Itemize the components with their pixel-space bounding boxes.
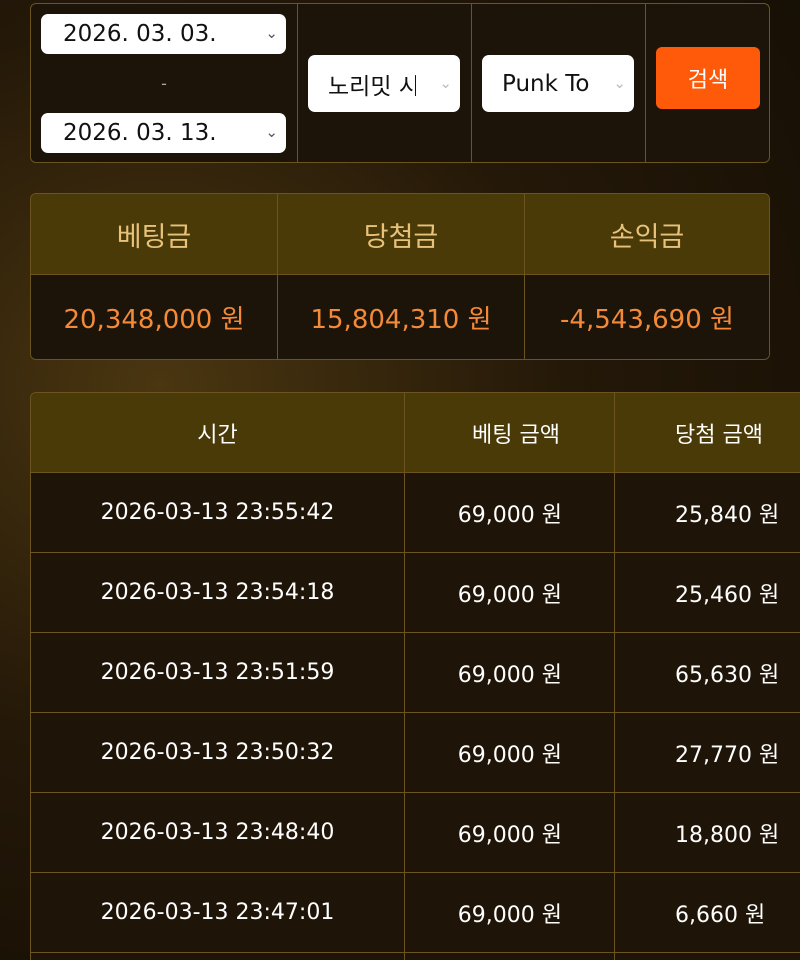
table-body: 2026-03-13 23:55:42 69,000 원 25,840 원 2026-… bbox=[31, 473, 800, 953]
summary-table: 베팅금 당첨금 손익금 20,348,000 원 15,804,310 원 -4… bbox=[30, 193, 770, 360]
cell-win-amount: 18,800 원 bbox=[675, 822, 780, 848]
table-row: 2026-03-13 23:47:01 69,000 원 6,660 원 bbox=[31, 873, 800, 953]
provider-value: 노리밋 시 bbox=[328, 73, 416, 100]
cell-win-amount: 27,770 원 bbox=[675, 742, 780, 768]
summary-header-profit: 손익금 bbox=[525, 194, 769, 275]
table-row: 2026-03-13 23:55:42 69,000 원 25,840 원 bbox=[31, 473, 800, 553]
cell-win-amount bbox=[615, 953, 800, 960]
game-select[interactable]: Punk Toilet ⌄ bbox=[482, 55, 634, 112]
search-button[interactable]: 검색 bbox=[656, 47, 760, 109]
cell-bet-amount: 69,000 원 bbox=[405, 473, 615, 552]
cell-bet-amount: 69,000 원 bbox=[405, 553, 615, 632]
summary-header-win: 당첨금 bbox=[278, 194, 525, 275]
cell-bet-amount: 69,000 원 bbox=[405, 793, 615, 872]
table-row-partial bbox=[31, 953, 800, 960]
cell-time: 2026-03-13 23:51:59 bbox=[31, 633, 405, 712]
chevron-down-icon: ⌄ bbox=[439, 73, 452, 92]
cell-time: 2026-03-13 23:50:32 bbox=[31, 713, 405, 792]
cell-bet-amount: 69,000 원 bbox=[405, 713, 615, 792]
cell-time: 2026-03-13 23:48:40 bbox=[31, 793, 405, 872]
table-row: 2026-03-13 23:54:18 69,000 원 25,460 원 bbox=[31, 553, 800, 633]
chevron-down-icon: ⌄ bbox=[265, 24, 278, 43]
cell-bet-amount: 69,000 원 bbox=[405, 633, 615, 712]
end-date-value: 2026. 03. 13. bbox=[63, 120, 217, 146]
table-row: 2026-03-13 23:51:59 69,000 원 65,630 원 bbox=[31, 633, 800, 713]
cell-win-amount: 25,840 원 bbox=[675, 502, 780, 528]
summary-value-win: 15,804,310 원 bbox=[278, 275, 525, 359]
header-win-amount: 당첨 금액 bbox=[675, 422, 763, 448]
start-date-select[interactable]: 2026. 03. 03. ⌄ bbox=[41, 14, 286, 54]
cell-win-amount: 6,660 원 bbox=[675, 902, 766, 928]
table-header: 시간 베팅 금액 당첨 금액 bbox=[31, 393, 800, 473]
summary-value-profit: -4,543,690 원 bbox=[525, 275, 769, 359]
game-value: Punk Toilet bbox=[502, 70, 590, 97]
table-row: 2026-03-13 23:50:32 69,000 원 27,770 원 bbox=[31, 713, 800, 793]
cell-bet-amount bbox=[405, 953, 615, 960]
chevron-down-icon: ⌄ bbox=[265, 123, 278, 142]
cell-bet-amount: 69,000 원 bbox=[405, 873, 615, 952]
cell-win-amount: 65,630 원 bbox=[675, 662, 780, 688]
date-separator: - bbox=[161, 74, 167, 93]
bet-history-table: 시간 베팅 금액 당첨 금액 2026-03-13 23:55:42 69,000… bbox=[30, 392, 800, 960]
end-date-select[interactable]: 2026. 03. 13. ⌄ bbox=[41, 113, 286, 153]
summary-header-bet: 베팅금 bbox=[31, 194, 278, 275]
cell-win-amount: 25,460 원 bbox=[675, 582, 780, 608]
game-cell: Punk Toilet ⌄ bbox=[472, 4, 646, 162]
header-bet-amount: 베팅 금액 bbox=[405, 393, 615, 472]
cell-time: 2026-03-13 23:54:18 bbox=[31, 553, 405, 632]
search-filter-bar: 2026. 03. 03. ⌄ - 2026. 03. 13. ⌄ 노리밋 시 … bbox=[30, 3, 770, 163]
date-range-cell: 2026. 03. 03. ⌄ - 2026. 03. 13. ⌄ bbox=[31, 4, 298, 162]
provider-select[interactable]: 노리밋 시 ⌄ bbox=[308, 55, 460, 112]
summary-value-bet: 20,348,000 원 bbox=[31, 275, 278, 359]
chevron-down-icon: ⌄ bbox=[613, 73, 626, 92]
table-row: 2026-03-13 23:48:40 69,000 원 18,800 원 bbox=[31, 793, 800, 873]
cell-time bbox=[31, 953, 405, 960]
start-date-value: 2026. 03. 03. bbox=[63, 21, 217, 47]
cell-time: 2026-03-13 23:47:01 bbox=[31, 873, 405, 952]
cell-time: 2026-03-13 23:55:42 bbox=[31, 473, 405, 552]
search-cell: 검색 bbox=[646, 4, 769, 162]
provider-cell: 노리밋 시 ⌄ bbox=[298, 4, 472, 162]
header-time: 시간 bbox=[31, 393, 405, 472]
